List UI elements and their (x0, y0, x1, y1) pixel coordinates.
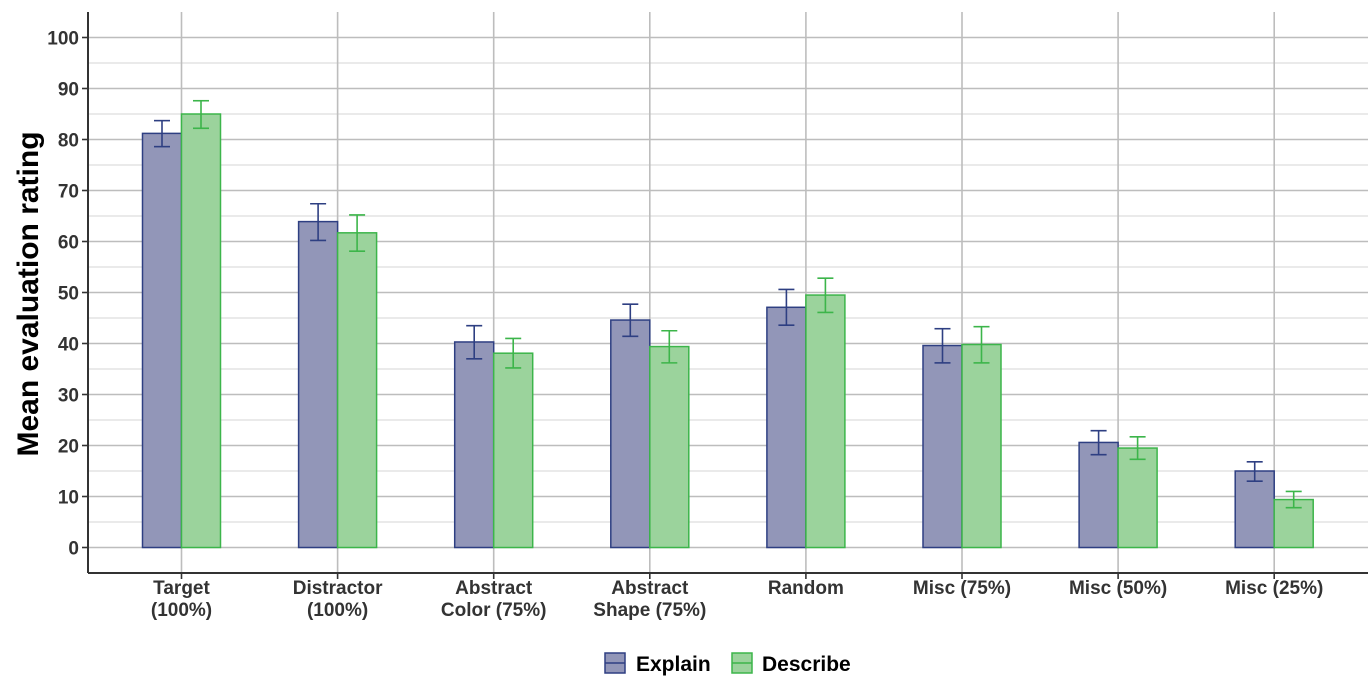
legend: Explain Describe (604, 652, 851, 676)
y-tick-label: 90 (58, 80, 79, 101)
x-category-label: Abstract Shape (75%) (593, 578, 706, 621)
bar-describe (1117, 447, 1158, 549)
bar-explain (1078, 441, 1119, 549)
error-bar-explain (1090, 429, 1107, 456)
x-category-label: Misc (50%) (1069, 578, 1167, 599)
y-tick-label: 100 (47, 29, 79, 50)
x-category-label: Random (768, 578, 844, 599)
x-category-label: Misc (25%) (1225, 578, 1323, 599)
bar-describe (492, 352, 534, 549)
bar-describe (961, 343, 1002, 549)
y-tick-labels: 0 10 20 30 40 50 60 70 80 90 100 (47, 29, 88, 560)
x-category-label: Abstract Color (75%) (441, 578, 547, 621)
legend-label: Describe (762, 653, 851, 676)
y-tick-label: 50 (58, 284, 79, 305)
bar-describe (336, 232, 378, 549)
error-bar-explain (466, 324, 483, 360)
legend-item-explain: Explain (604, 652, 711, 676)
y-tick-label: 30 (58, 386, 79, 407)
x-category-label: Distractor (100%) (293, 578, 383, 621)
x-category-label: Misc (75%) (913, 578, 1011, 599)
error-bar-describe (817, 277, 834, 314)
y-tick-label: 80 (58, 131, 79, 152)
bar-explain (610, 319, 651, 549)
gridlines (88, 12, 1368, 573)
y-tick-label: 20 (58, 437, 79, 458)
y-tick-label: 60 (58, 233, 79, 254)
error-bar-describe (973, 325, 990, 364)
legend-label: Explain (636, 653, 711, 676)
bar-explain (141, 132, 183, 549)
legend-item-describe: Describe (731, 652, 851, 676)
bar-describe (649, 345, 690, 549)
error-bar-describe (193, 99, 209, 130)
bar-explain (453, 341, 495, 549)
error-bar-explain (154, 119, 170, 148)
y-tick-label: 0 (68, 539, 79, 560)
bar-explain (766, 306, 807, 549)
error-bar-explain (934, 327, 951, 364)
bar-describe (805, 294, 846, 549)
x-category-labels: Target (100%) Distractor (100%) Abstract Colo… (151, 573, 1323, 621)
bar-describe (180, 113, 222, 549)
error-bar-describe (1129, 436, 1146, 461)
bar-explain (922, 344, 963, 549)
error-bar-describe (1285, 490, 1302, 509)
error-bar-explain (622, 303, 639, 338)
x-category-label: Target (100%) (151, 578, 212, 621)
y-axis-title: Mean evaluation rating (12, 131, 45, 456)
error-bar-explain (1246, 461, 1263, 483)
y-tick-label: 40 (58, 335, 79, 356)
y-tick-label: 70 (58, 182, 79, 203)
error-bar-explain (310, 202, 327, 242)
error-bar-describe (505, 337, 522, 369)
bar-explain (1234, 470, 1275, 549)
error-bar-explain (778, 288, 795, 326)
error-bar-describe (349, 214, 366, 252)
y-tick-label: 10 (58, 488, 79, 509)
error-bar-describe (661, 329, 678, 364)
bars (141, 99, 1314, 549)
bar-explain (297, 220, 339, 549)
